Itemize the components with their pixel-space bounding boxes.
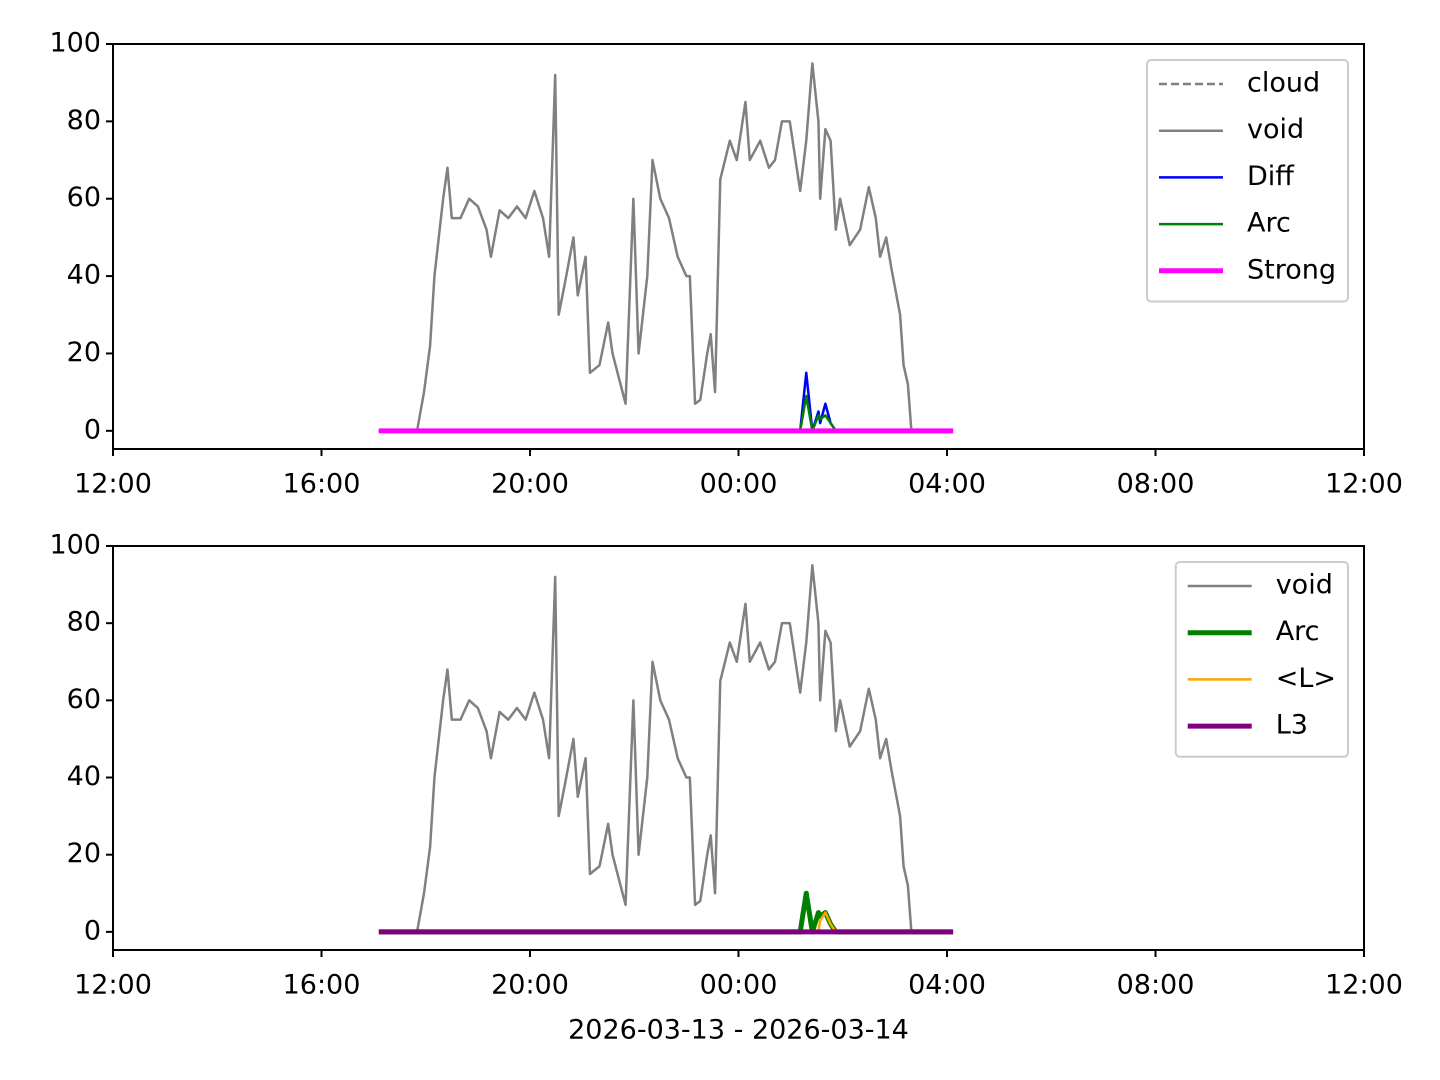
- axes: 0 20 40 60 80 100 12:00 16:00 20:00 00:00 04:00 08:…: [49, 530, 1402, 1046]
- y-tick-label: 20: [67, 838, 101, 869]
- series-line: [378, 62, 954, 433]
- x-axis-label: 2026-03-13 - 2026-03-14: [568, 1015, 909, 1046]
- series-line: [378, 394, 954, 433]
- legend: void Arc <L> L3: [1174, 561, 1349, 758]
- legend-label: Diff: [1247, 161, 1295, 192]
- legend-label: Arc: [1247, 208, 1291, 239]
- y-tick-label: 60: [67, 684, 101, 715]
- x-tick-label: 16:00: [283, 970, 361, 1001]
- x-tick-label: 12:00: [1325, 970, 1403, 1001]
- legend-label: <L>: [1276, 663, 1336, 694]
- y-tick-label: 0: [84, 915, 101, 946]
- x-tick-label: 08:00: [1117, 970, 1195, 1001]
- y-tick-label: 20: [67, 337, 101, 368]
- x-tick-label: 00:00: [700, 469, 778, 500]
- series-line: [378, 911, 954, 934]
- series-line: [378, 371, 954, 433]
- legend-label: Strong: [1247, 254, 1336, 285]
- legend-label: cloud: [1247, 68, 1320, 99]
- x-tick-label: 12:00: [74, 469, 152, 500]
- axes: 0 20 40 60 80 100 12:00 16:00 20:00 00:00 04:00 08:…: [49, 28, 1402, 500]
- legend-label: Arc: [1276, 616, 1320, 647]
- y-tick-label: 40: [67, 260, 101, 291]
- y-tick-label: 80: [67, 105, 101, 136]
- legend-label: void: [1276, 570, 1333, 601]
- series-line: [378, 564, 954, 934]
- legend-box: [1174, 561, 1349, 758]
- y-tick-label: 0: [84, 414, 101, 445]
- x-tick-label: 20:00: [491, 970, 569, 1001]
- x-tick-label: 12:00: [74, 970, 152, 1001]
- x-tick-label: 04:00: [908, 970, 986, 1001]
- x-tick-label: 20:00: [491, 469, 569, 500]
- y-tick-label: 80: [67, 607, 101, 638]
- x-tick-label: 08:00: [1117, 469, 1195, 500]
- y-tick-label: 100: [49, 530, 101, 561]
- series-line: [378, 890, 954, 935]
- legend-box: [1145, 59, 1349, 303]
- y-tick-label: 100: [49, 28, 101, 59]
- x-tick-label: 00:00: [700, 970, 778, 1001]
- legend-label: L3: [1276, 710, 1308, 741]
- legend: cloud void Diff Arc Strong: [1145, 59, 1349, 303]
- y-tick-label: 60: [67, 182, 101, 213]
- x-tick-label: 12:00: [1325, 469, 1403, 500]
- legend-label: void: [1247, 114, 1304, 145]
- y-tick-label: 40: [67, 761, 101, 792]
- x-tick-label: 04:00: [908, 469, 986, 500]
- x-tick-label: 16:00: [283, 469, 361, 500]
